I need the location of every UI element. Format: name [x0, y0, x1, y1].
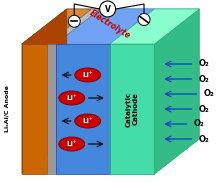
Text: LiₓAl/C Anode: LiₓAl/C Anode	[5, 86, 10, 132]
Text: Li⁺: Li⁺	[82, 118, 93, 124]
Text: Catalytic
Cathode: Catalytic Cathode	[126, 91, 139, 127]
Text: Li⁺: Li⁺	[67, 95, 77, 101]
Polygon shape	[110, 9, 199, 44]
Ellipse shape	[59, 137, 85, 151]
Ellipse shape	[75, 68, 101, 82]
Ellipse shape	[75, 114, 101, 128]
Polygon shape	[22, 44, 47, 174]
Text: O₂: O₂	[194, 119, 205, 129]
Text: O₂: O₂	[204, 90, 215, 98]
Circle shape	[68, 15, 80, 27]
Text: O₂: O₂	[199, 74, 210, 84]
Text: O₂: O₂	[199, 60, 210, 68]
Text: Li⁺: Li⁺	[67, 141, 77, 147]
Text: V: V	[105, 5, 111, 13]
Polygon shape	[110, 44, 154, 174]
Polygon shape	[56, 9, 154, 44]
Polygon shape	[154, 9, 199, 174]
Text: O₂: O₂	[199, 135, 210, 143]
Circle shape	[100, 1, 116, 17]
Polygon shape	[56, 9, 154, 44]
Circle shape	[138, 13, 150, 26]
Polygon shape	[47, 44, 56, 174]
Polygon shape	[56, 44, 110, 174]
Polygon shape	[22, 9, 67, 174]
Text: Li⁺: Li⁺	[82, 72, 93, 78]
Text: Electrolyte: Electrolyte	[88, 9, 132, 41]
Ellipse shape	[59, 91, 85, 105]
Polygon shape	[47, 9, 101, 44]
Text: O₂: O₂	[199, 105, 210, 114]
Polygon shape	[22, 9, 199, 44]
Polygon shape	[22, 9, 92, 44]
